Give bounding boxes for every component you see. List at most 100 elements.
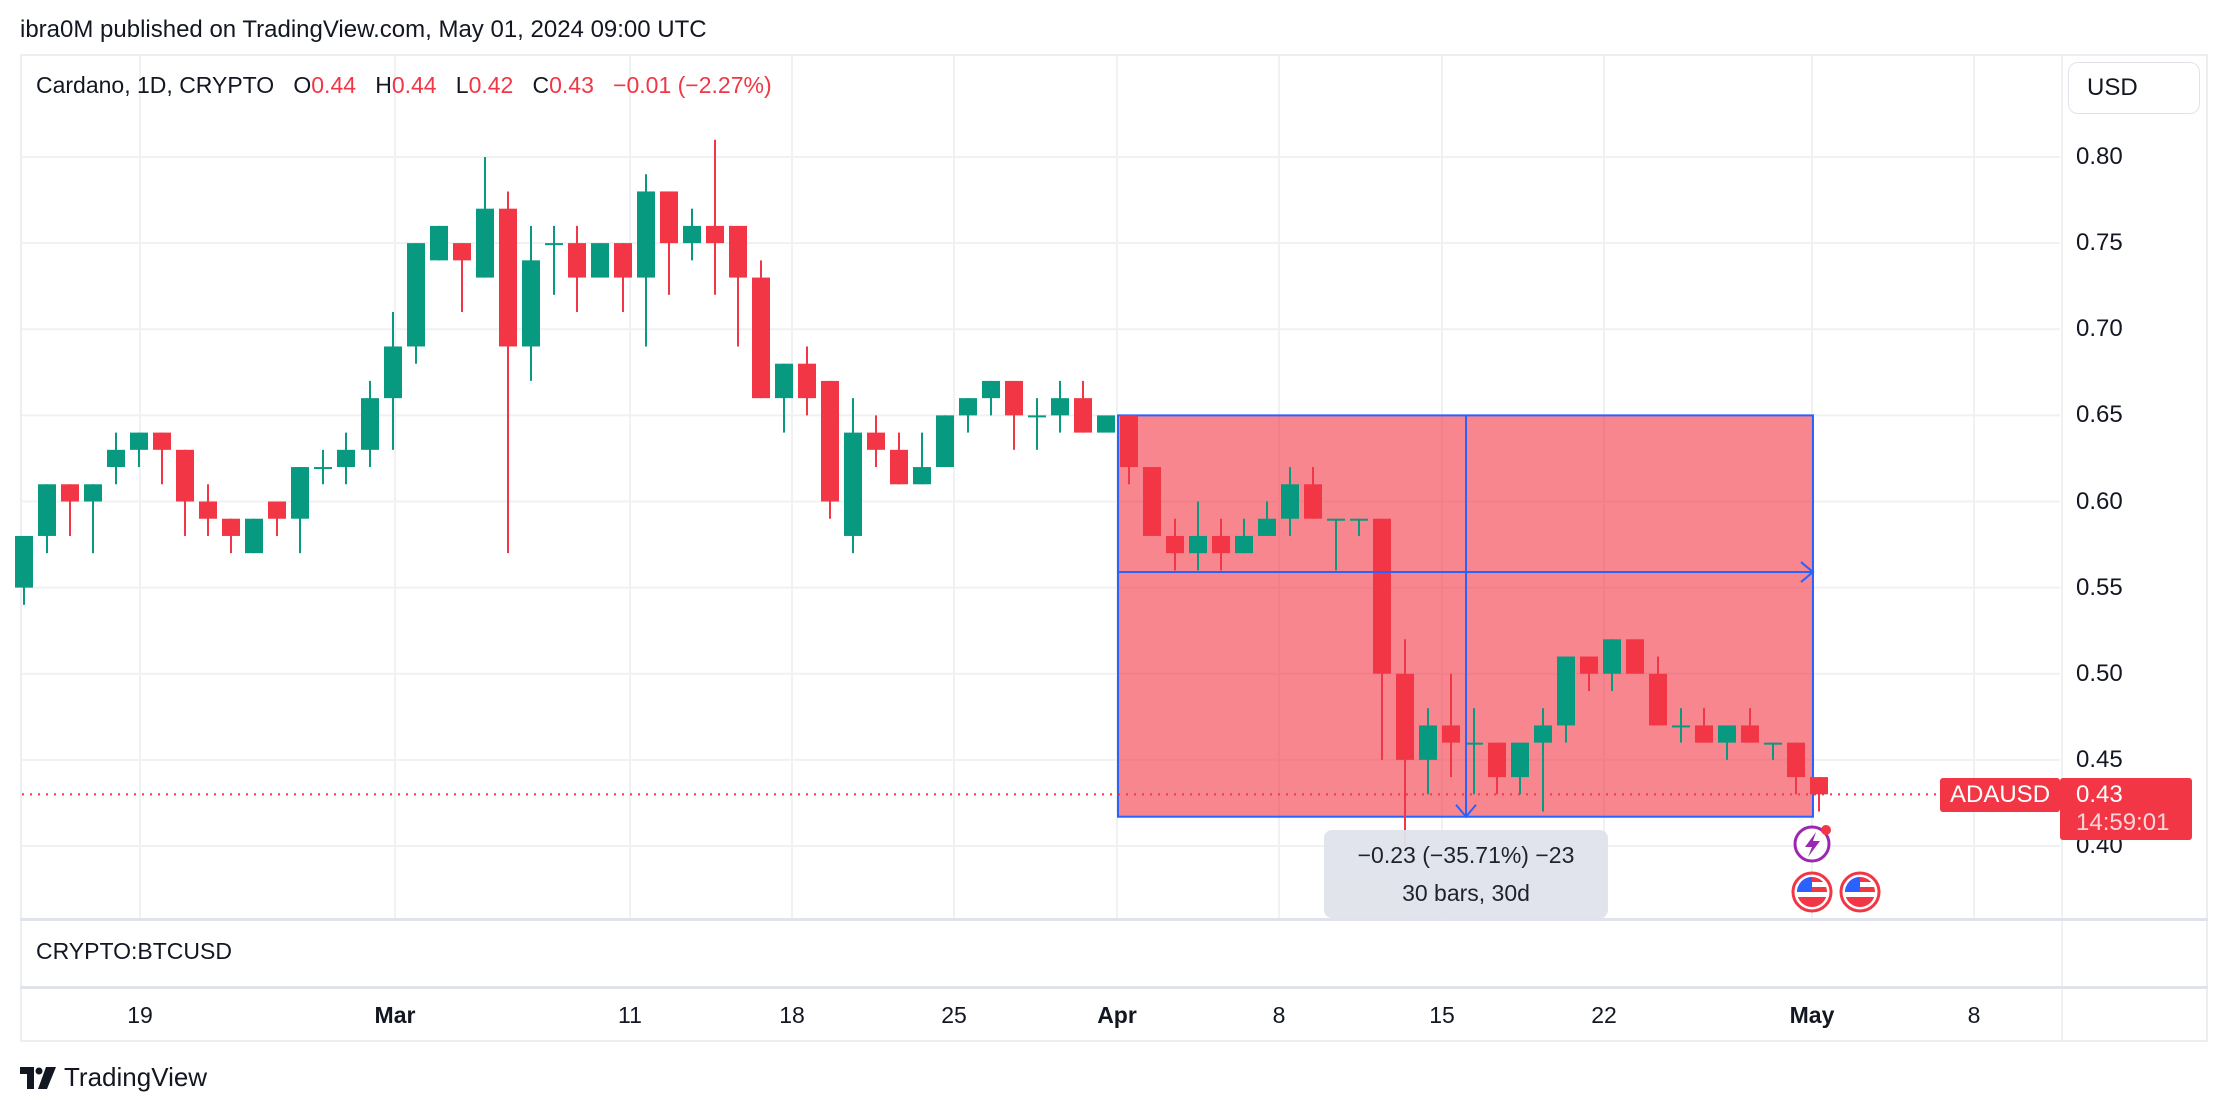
measure-range: 30 bars, 30d [1402, 880, 1530, 906]
candle[interactable] [1626, 639, 1644, 674]
time-axis-label: 25 [941, 1002, 967, 1028]
candle[interactable] [1488, 742, 1506, 795]
candle[interactable] [545, 225, 563, 295]
time-axis-label: May [1789, 1002, 1835, 1028]
candle[interactable] [314, 449, 332, 485]
candle[interactable] [591, 243, 609, 278]
candle[interactable] [1649, 656, 1667, 726]
candle[interactable] [1442, 673, 1460, 778]
measure-tooltip: −0.23 (−35.71%) −23 30 bars, 30d [1324, 830, 1608, 918]
candle[interactable] [1580, 656, 1598, 691]
us-flag-event-icon[interactable] [1791, 871, 1833, 913]
second-pane-symbol: CRYPTO:BTCUSD [36, 938, 232, 964]
candle[interactable] [821, 380, 839, 519]
measure-change: −0.23 (−35.71%) −23 [1357, 842, 1575, 868]
candle[interactable] [1695, 708, 1713, 743]
candle[interactable] [1373, 518, 1391, 760]
candle[interactable] [660, 191, 678, 295]
candle[interactable] [1143, 467, 1161, 536]
candle[interactable] [1764, 742, 1782, 760]
candle[interactable] [798, 346, 816, 416]
candle[interactable] [337, 432, 355, 485]
candle[interactable] [1419, 708, 1437, 795]
candle[interactable] [752, 260, 770, 399]
candle[interactable] [729, 225, 747, 347]
candle[interactable] [637, 174, 655, 347]
tradingview-logo[interactable]: TradingView [20, 1062, 207, 1093]
candle[interactable] [1672, 708, 1690, 743]
candle[interactable] [614, 243, 632, 313]
candle[interactable] [1005, 380, 1023, 450]
candle[interactable] [1741, 708, 1759, 743]
candle[interactable] [130, 432, 148, 468]
candle[interactable] [107, 432, 125, 485]
candle[interactable] [222, 518, 240, 554]
candle[interactable] [15, 535, 33, 605]
candle[interactable] [1396, 639, 1414, 846]
candle[interactable] [499, 191, 517, 554]
currency-button[interactable]: USD [2068, 62, 2200, 114]
candle[interactable] [844, 398, 862, 554]
candle[interactable] [176, 449, 194, 536]
candle[interactable] [199, 484, 217, 536]
candle[interactable] [706, 139, 724, 295]
time-axis-label: 15 [1429, 1002, 1455, 1028]
pane-separator[interactable] [20, 918, 2208, 921]
candle[interactable] [1810, 777, 1828, 812]
candle[interactable] [291, 467, 309, 554]
candle[interactable] [913, 432, 931, 485]
legend-open-label: O [293, 72, 312, 98]
candle[interactable] [476, 157, 494, 278]
candle[interactable] [867, 415, 885, 468]
candle[interactable] [1074, 380, 1092, 433]
candle[interactable] [407, 243, 425, 364]
candle[interactable] [1787, 742, 1805, 795]
candle[interactable] [453, 243, 471, 313]
candle[interactable] [268, 501, 286, 536]
candle[interactable] [1281, 467, 1299, 536]
candle[interactable] [384, 312, 402, 450]
candle[interactable] [890, 432, 908, 485]
candle[interactable] [959, 398, 977, 433]
candle[interactable] [1511, 742, 1529, 795]
candle[interactable] [936, 415, 954, 468]
candle[interactable] [1465, 708, 1483, 795]
candle[interactable] [153, 432, 171, 485]
candle[interactable] [1212, 518, 1230, 571]
tradingview-logo-icon [20, 1066, 56, 1089]
candle[interactable] [61, 484, 79, 536]
candle[interactable] [1028, 398, 1046, 450]
candle[interactable] [1097, 415, 1115, 433]
legend-close-value: 0.43 [549, 72, 594, 98]
candle[interactable] [775, 363, 793, 433]
candle[interactable] [38, 484, 56, 554]
lightning-event-icon[interactable] [1793, 825, 1831, 863]
candle[interactable] [245, 518, 263, 554]
candle[interactable] [1603, 639, 1621, 691]
candle[interactable] [1235, 518, 1253, 554]
candle[interactable] [84, 484, 102, 554]
candle[interactable] [568, 225, 586, 313]
price-axis-label: 0.55 [2076, 573, 2123, 601]
candle[interactable] [1166, 518, 1184, 571]
candle[interactable] [1350, 518, 1368, 536]
candle[interactable] [1258, 501, 1276, 536]
candle[interactable] [1718, 725, 1736, 760]
price-axis-label: 0.70 [2076, 315, 2123, 343]
candle[interactable] [1120, 415, 1138, 485]
candle[interactable] [1189, 501, 1207, 571]
candle[interactable] [1051, 380, 1069, 433]
candle[interactable] [982, 380, 1000, 416]
candle[interactable] [361, 380, 379, 468]
candle[interactable] [522, 225, 540, 381]
candle[interactable] [683, 208, 701, 261]
candle[interactable] [1327, 518, 1345, 571]
us-flag-event-icon[interactable] [1839, 871, 1881, 913]
last-price: 0.43 [2076, 781, 2123, 808]
price-axis-label: 0.75 [2076, 229, 2123, 257]
candle[interactable] [1304, 467, 1322, 519]
candle[interactable] [1534, 708, 1552, 812]
candle[interactable] [430, 225, 448, 261]
candle[interactable] [1557, 656, 1575, 743]
